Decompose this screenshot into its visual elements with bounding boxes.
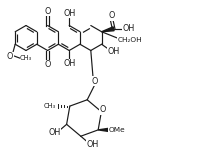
Polygon shape — [98, 128, 110, 132]
Text: O: O — [44, 7, 51, 16]
Text: CH₂OH: CH₂OH — [117, 37, 142, 43]
Text: OH: OH — [63, 59, 75, 68]
Text: OH: OH — [49, 128, 61, 137]
Text: O: O — [92, 77, 98, 86]
Text: O: O — [99, 105, 106, 114]
Text: OH: OH — [63, 9, 75, 18]
Polygon shape — [102, 27, 114, 32]
Text: CH₃: CH₃ — [20, 55, 32, 61]
Text: OH: OH — [122, 24, 135, 33]
Text: OMe: OMe — [109, 127, 125, 133]
Text: CH₃: CH₃ — [44, 103, 56, 109]
Text: O: O — [44, 60, 51, 69]
Text: O: O — [109, 11, 115, 20]
Text: OH: OH — [108, 47, 120, 56]
Text: O: O — [7, 52, 13, 61]
Text: OH: OH — [87, 140, 99, 149]
